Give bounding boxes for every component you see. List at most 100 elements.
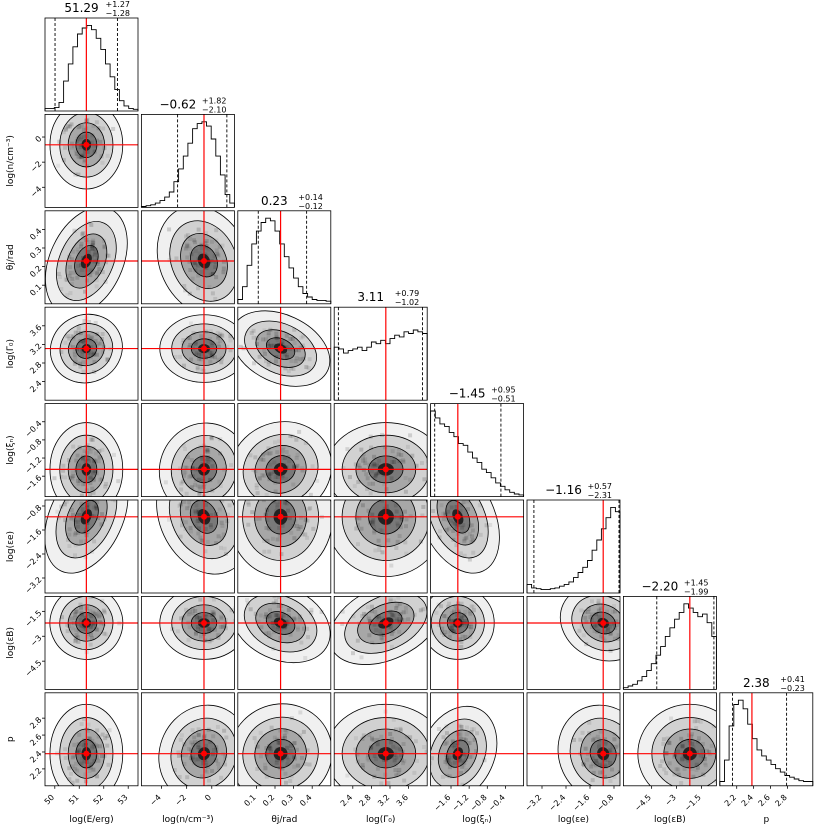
x-tick-label: −2 <box>173 793 188 808</box>
y-tick-label: −3.2 <box>23 575 43 595</box>
density-cell <box>98 477 103 482</box>
density-cell <box>382 482 387 487</box>
density-cell <box>364 472 369 477</box>
truth-point <box>600 619 607 626</box>
density-cell <box>80 339 85 344</box>
density-cell <box>95 271 100 276</box>
panel-frame <box>623 596 717 690</box>
density-cell <box>238 344 243 349</box>
density-cell <box>474 749 479 754</box>
density-cell <box>92 759 97 764</box>
density-cell <box>446 509 451 514</box>
density-cell <box>357 516 362 521</box>
density-cell <box>437 535 442 540</box>
density-cell <box>460 634 465 639</box>
density-cell <box>277 741 282 746</box>
density-cell <box>97 614 102 619</box>
panel-3-1 <box>140 306 235 401</box>
density-cell <box>80 455 85 460</box>
density-cell <box>210 353 215 358</box>
density-cell <box>198 486 203 491</box>
density-cell <box>267 451 272 456</box>
density-cell <box>624 773 628 777</box>
density-cell <box>59 286 64 291</box>
truth-point <box>83 466 90 473</box>
density-7-2 <box>237 692 331 786</box>
panel-frame <box>237 596 332 690</box>
density-cell <box>246 522 251 527</box>
density-cell <box>281 445 286 450</box>
y-tick-label: −0.8 <box>23 503 43 523</box>
density-cell <box>96 734 101 739</box>
density-cell <box>356 480 361 485</box>
panel-frame <box>140 210 235 305</box>
density-cell <box>85 149 90 154</box>
density-cell <box>267 744 272 749</box>
density-cell <box>371 518 376 523</box>
density-cell <box>275 502 280 507</box>
density-cell <box>714 779 717 784</box>
density-cell <box>408 735 413 740</box>
density-cell <box>289 336 294 341</box>
density-cell <box>202 449 207 454</box>
density-cell <box>79 613 84 618</box>
y-tick-label: −2.4 <box>23 551 43 571</box>
density-cell <box>83 459 88 464</box>
density-cell <box>255 766 260 771</box>
density-cell <box>183 520 188 525</box>
density-cell <box>67 532 72 537</box>
density-cell <box>454 504 459 509</box>
density-cell <box>291 741 296 746</box>
density-cell <box>74 609 79 614</box>
density-cell <box>198 757 203 762</box>
x-tick-label: 0.2 <box>261 793 276 808</box>
density-cell <box>696 736 701 741</box>
density-cell <box>212 610 217 615</box>
density-cell <box>414 463 419 468</box>
density-cell <box>275 338 280 343</box>
panel-5-1 <box>140 499 235 594</box>
x-tick-label: −3.2 <box>523 793 543 813</box>
density-cell <box>93 742 98 747</box>
density-cell <box>397 619 402 624</box>
density-cell <box>181 443 186 448</box>
density-cell <box>682 766 687 771</box>
density-cell <box>80 507 85 512</box>
density-cell <box>75 621 80 626</box>
density-cell <box>66 458 71 463</box>
density-cell <box>430 630 434 635</box>
density-cell <box>188 268 193 273</box>
density-cell <box>207 626 212 631</box>
density-cell <box>372 475 377 480</box>
density-7-1 <box>141 692 235 786</box>
density-cell <box>95 259 100 264</box>
density-cell <box>184 491 189 496</box>
density-cell <box>213 265 218 270</box>
density-cell <box>94 343 99 348</box>
density-cell <box>195 365 200 370</box>
density-cell <box>73 609 78 614</box>
density-cell <box>92 745 97 750</box>
density-cell <box>222 546 227 551</box>
density-cell <box>69 475 74 480</box>
density-cell <box>77 155 82 160</box>
density-cell <box>680 743 685 748</box>
density-cell <box>208 477 213 482</box>
density-cell <box>379 781 384 786</box>
density-cell <box>631 759 635 763</box>
density-cell <box>292 536 297 541</box>
density-cell <box>266 446 271 451</box>
density-cell <box>359 526 364 531</box>
density-cell <box>194 351 199 356</box>
density-cell <box>246 500 251 505</box>
density-cell <box>443 512 448 517</box>
density-cell <box>396 523 401 528</box>
x-tick-label: 2.8 <box>357 793 372 808</box>
density-cell <box>260 473 265 478</box>
density-cell <box>274 760 279 765</box>
panel-2-2: 0.23 +0.14−0.12 <box>237 193 332 305</box>
density-cell <box>93 469 98 474</box>
density-cell <box>599 634 604 639</box>
density-cell <box>208 739 213 744</box>
density-cell <box>87 320 92 325</box>
